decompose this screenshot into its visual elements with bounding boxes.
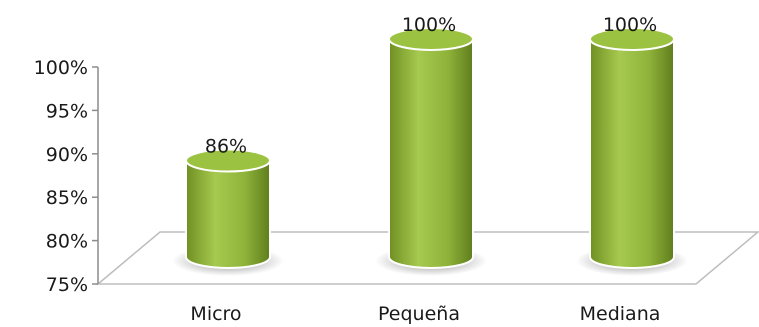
bar-body — [590, 39, 674, 268]
y-tick-label: 80% — [46, 231, 88, 253]
x-tick-label: Pequeña — [378, 303, 460, 325]
y-tick-label: 75% — [46, 274, 88, 296]
data-label: 100% — [603, 14, 657, 36]
x-axis-labels: Micro Pequeña Mediana — [190, 303, 660, 325]
data-label: 86% — [205, 136, 247, 158]
bar-body — [186, 161, 270, 268]
bar-body — [389, 39, 473, 268]
y-tick-label: 85% — [46, 187, 88, 209]
bar-mediana: 100% — [576, 14, 688, 276]
y-tick-label: 95% — [46, 100, 88, 122]
bar-micro: 86% — [172, 136, 284, 276]
bar-peque-a: 100% — [375, 14, 487, 276]
x-tick-label: Mediana — [580, 303, 661, 325]
bars: 86% 100% 100% — [172, 14, 688, 276]
y-tick-label: 90% — [46, 144, 88, 166]
x-tick-label: Micro — [190, 303, 241, 325]
y-tick-label: 100% — [34, 57, 88, 79]
y-axis: 75% 80% 85% 90% 95% 100% — [34, 57, 98, 296]
data-label: 100% — [402, 14, 456, 36]
